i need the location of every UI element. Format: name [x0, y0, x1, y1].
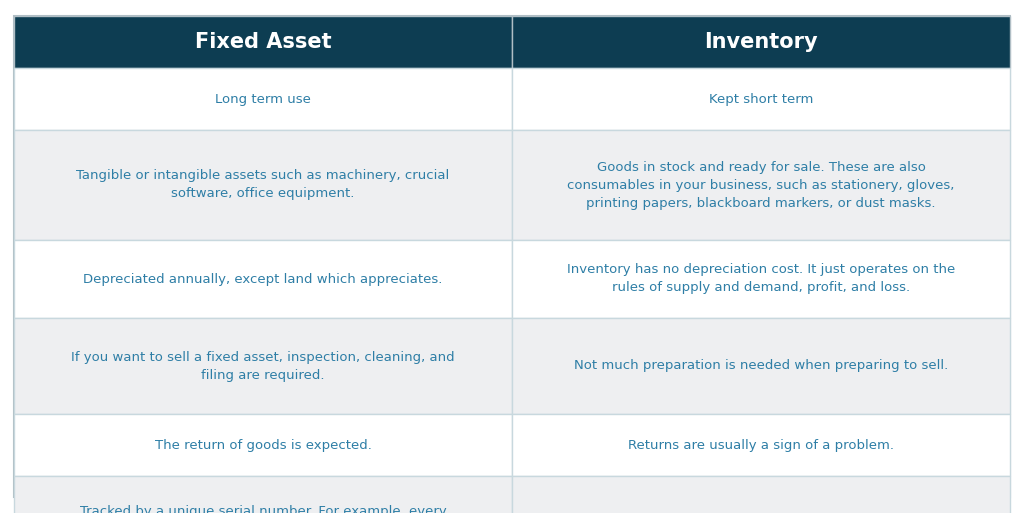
- Bar: [14, 240, 512, 318]
- Text: The return of goods is expected.: The return of goods is expected.: [155, 439, 372, 451]
- Text: If you want to sell a fixed asset, inspection, cleaning, and
filing are required: If you want to sell a fixed asset, inspe…: [72, 350, 455, 382]
- Text: Returns are usually a sign of a problem.: Returns are usually a sign of a problem.: [628, 439, 894, 451]
- Bar: [14, 476, 512, 513]
- Bar: [14, 414, 512, 476]
- Text: Goods in stock and ready for sale. These are also
consumables in your business, : Goods in stock and ready for sale. These…: [567, 161, 954, 209]
- Text: Inventory: Inventory: [705, 32, 818, 52]
- Text: Long term use: Long term use: [215, 92, 311, 106]
- Bar: [14, 68, 512, 130]
- Text: Fixed Asset: Fixed Asset: [195, 32, 332, 52]
- Bar: [512, 240, 1010, 318]
- Bar: [512, 68, 1010, 130]
- Bar: [512, 414, 1010, 476]
- Bar: [14, 318, 512, 414]
- Text: Inventory has no depreciation cost. It just operates on the
rules of supply and : Inventory has no depreciation cost. It j…: [567, 264, 955, 294]
- Text: Not much preparation is needed when preparing to sell.: Not much preparation is needed when prep…: [573, 360, 948, 372]
- Text: Tracked by a unique serial number. For example, every
EKG/ECG machine has a uniq: Tracked by a unique serial number. For e…: [80, 505, 446, 513]
- Bar: [14, 16, 512, 68]
- Bar: [512, 130, 1010, 240]
- Bar: [14, 130, 512, 240]
- Text: Kept short term: Kept short term: [709, 92, 813, 106]
- Bar: [512, 318, 1010, 414]
- Text: Depreciated annually, except land which appreciates.: Depreciated annually, except land which …: [83, 272, 442, 286]
- Text: Tangible or intangible assets such as machinery, crucial
software, office equipm: Tangible or intangible assets such as ma…: [77, 169, 450, 201]
- Bar: [512, 16, 1010, 68]
- Bar: [512, 476, 1010, 513]
